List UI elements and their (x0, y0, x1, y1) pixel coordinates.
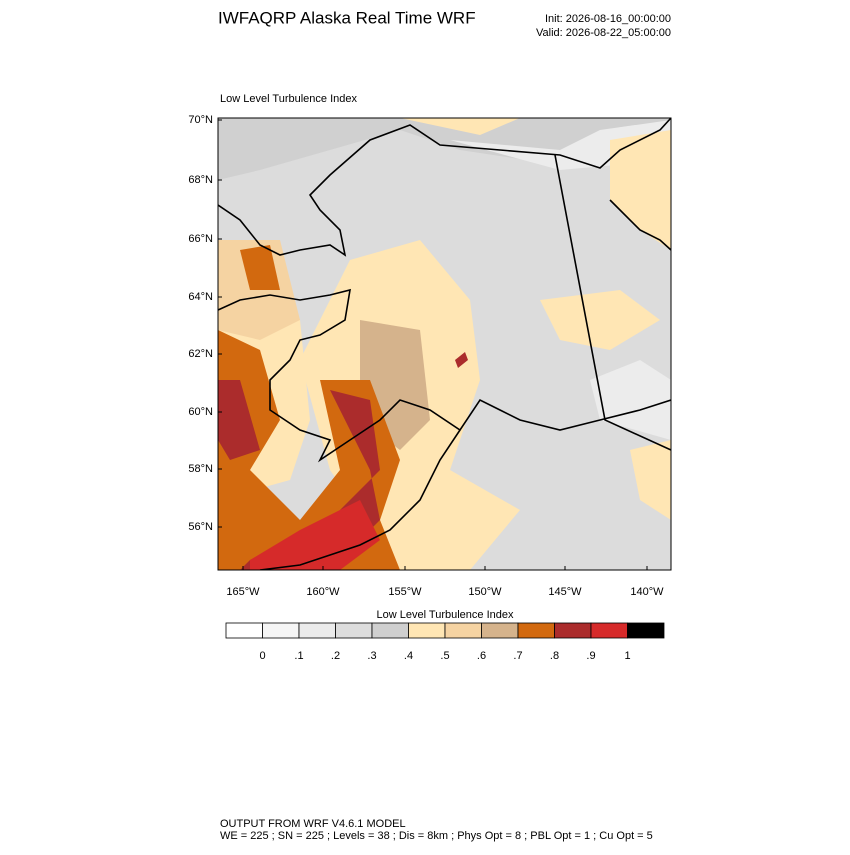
colorbar-label: .8 (550, 650, 559, 662)
colorbar-label: 1 (624, 650, 630, 662)
colorbar-label: .1 (294, 650, 303, 662)
colorbar-box (408, 622, 446, 639)
valid-time: Valid: 2026-08-22_05:00:00 (536, 27, 671, 39)
footer-line: OUTPUT FROM WRF V4.6.1 MODEL (220, 818, 406, 830)
colorbar-box (481, 622, 519, 639)
init-time: Init: 2026-08-16_00:00:00 (545, 13, 671, 25)
colorbar-box (262, 622, 300, 639)
lat-label: 70°N (188, 114, 213, 126)
lat-label: 64°N (188, 291, 213, 303)
colorbar-box (627, 622, 665, 639)
colorbar-title: Low Level Turbulence Index (377, 609, 514, 621)
colorbar-box (444, 622, 482, 639)
lat-label: 66°N (188, 233, 213, 245)
lat-label: 60°N (188, 406, 213, 418)
title: IWFAQRP Alaska Real Time WRF (218, 8, 476, 27)
colorbar-label: .9 (586, 650, 595, 662)
colorbar-box (335, 622, 373, 639)
colorbar-box (590, 622, 628, 639)
lat-label: 62°N (188, 348, 213, 360)
map-field (218, 118, 671, 570)
footer-line: WE = 225 ; SN = 225 ; Levels = 38 ; Dis … (220, 830, 653, 842)
colorbar-label: .4 (404, 650, 413, 662)
colorbar-label: .5 (440, 650, 449, 662)
lon-label: 145°W (548, 586, 582, 598)
colorbar-label: .6 (477, 650, 486, 662)
lon-label: 150°W (468, 586, 502, 598)
lon-label: 155°W (388, 586, 422, 598)
colorbar-box (298, 622, 336, 639)
colorbar-box (554, 622, 592, 639)
lon-label: 165°W (226, 586, 260, 598)
colorbar-box (225, 622, 263, 639)
colorbar-label: .3 (367, 650, 376, 662)
lat-label: 58°N (188, 463, 213, 475)
colorbar-label: .7 (513, 650, 522, 662)
lat-label: 56°N (188, 521, 213, 533)
map-subtitle: Low Level Turbulence Index (220, 93, 357, 105)
map-frame (217, 117, 672, 571)
lon-label: 160°W (306, 586, 340, 598)
lon-label: 140°W (630, 586, 664, 598)
colorbar-label: 0 (259, 650, 265, 662)
colorbar-label: .2 (331, 650, 340, 662)
lat-label: 68°N (188, 174, 213, 186)
colorbar-box (517, 622, 555, 639)
colorbar-box (371, 622, 409, 639)
